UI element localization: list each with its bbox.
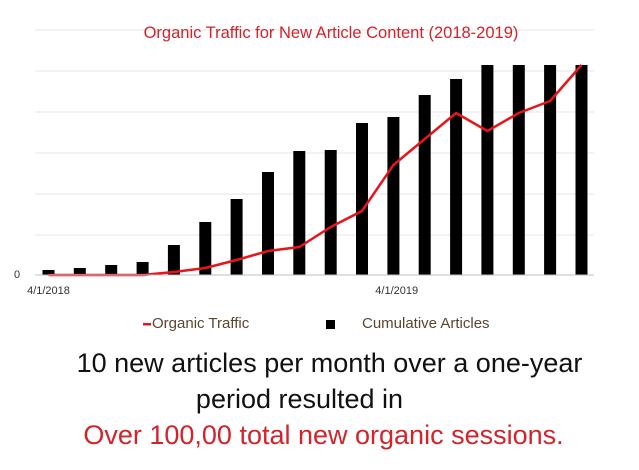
line-series-organic-traffic xyxy=(48,64,583,277)
gridlines xyxy=(35,29,594,236)
legend-label-organic-traffic: Organic Traffic xyxy=(152,315,250,332)
chart: Organic Traffic for New Article Content … xyxy=(14,24,594,332)
bar-cumulative-articles xyxy=(387,117,400,275)
bar-cumulative-articles xyxy=(199,222,212,275)
bar-cumulative-articles xyxy=(167,245,180,275)
legend: Organic Traffic Cumulative Articles xyxy=(143,315,490,332)
bar-cumulative-articles xyxy=(262,172,274,275)
x-tick-label: 4/1/2018 xyxy=(27,285,70,297)
bar-cumulative-articles xyxy=(230,199,243,275)
bar-cumulative-articles xyxy=(42,270,55,275)
bar-series-cumulative-articles xyxy=(42,65,588,275)
chart-title: Organic Traffic for New Article Content … xyxy=(144,24,519,42)
bar-cumulative-articles xyxy=(418,95,431,275)
caption-line-3-highlight: Over 100,00 total new organic sessions. xyxy=(83,420,564,450)
bar-cumulative-articles xyxy=(73,268,86,275)
y-tick-label-zero: 0 xyxy=(14,269,20,281)
x-tick-labels: 4/1/2018 4/1/2019 xyxy=(27,285,418,297)
bar-cumulative-articles xyxy=(544,65,557,275)
bar-cumulative-articles xyxy=(575,65,588,275)
bar-cumulative-articles xyxy=(356,123,368,275)
caption-line-2: period resulted in xyxy=(195,384,404,414)
line-organic-traffic xyxy=(48,64,583,277)
bar-cumulative-articles xyxy=(293,151,306,275)
legend-label-cumulative-articles: Cumulative Articles xyxy=(362,315,490,332)
x-tick-label: 4/1/2019 xyxy=(375,285,418,297)
bar-cumulative-articles xyxy=(136,262,149,275)
bar-cumulative-articles xyxy=(450,79,463,275)
bar-cumulative-articles xyxy=(324,150,337,275)
bar-cumulative-articles xyxy=(512,65,525,275)
legend-swatch-cumulative-articles xyxy=(326,320,335,329)
legend-swatch-organic-traffic xyxy=(143,323,151,326)
caption-line-1: 10 new articles per month over a one-yea… xyxy=(76,348,583,378)
bar-cumulative-articles xyxy=(105,265,118,275)
bar-cumulative-articles xyxy=(481,65,494,275)
